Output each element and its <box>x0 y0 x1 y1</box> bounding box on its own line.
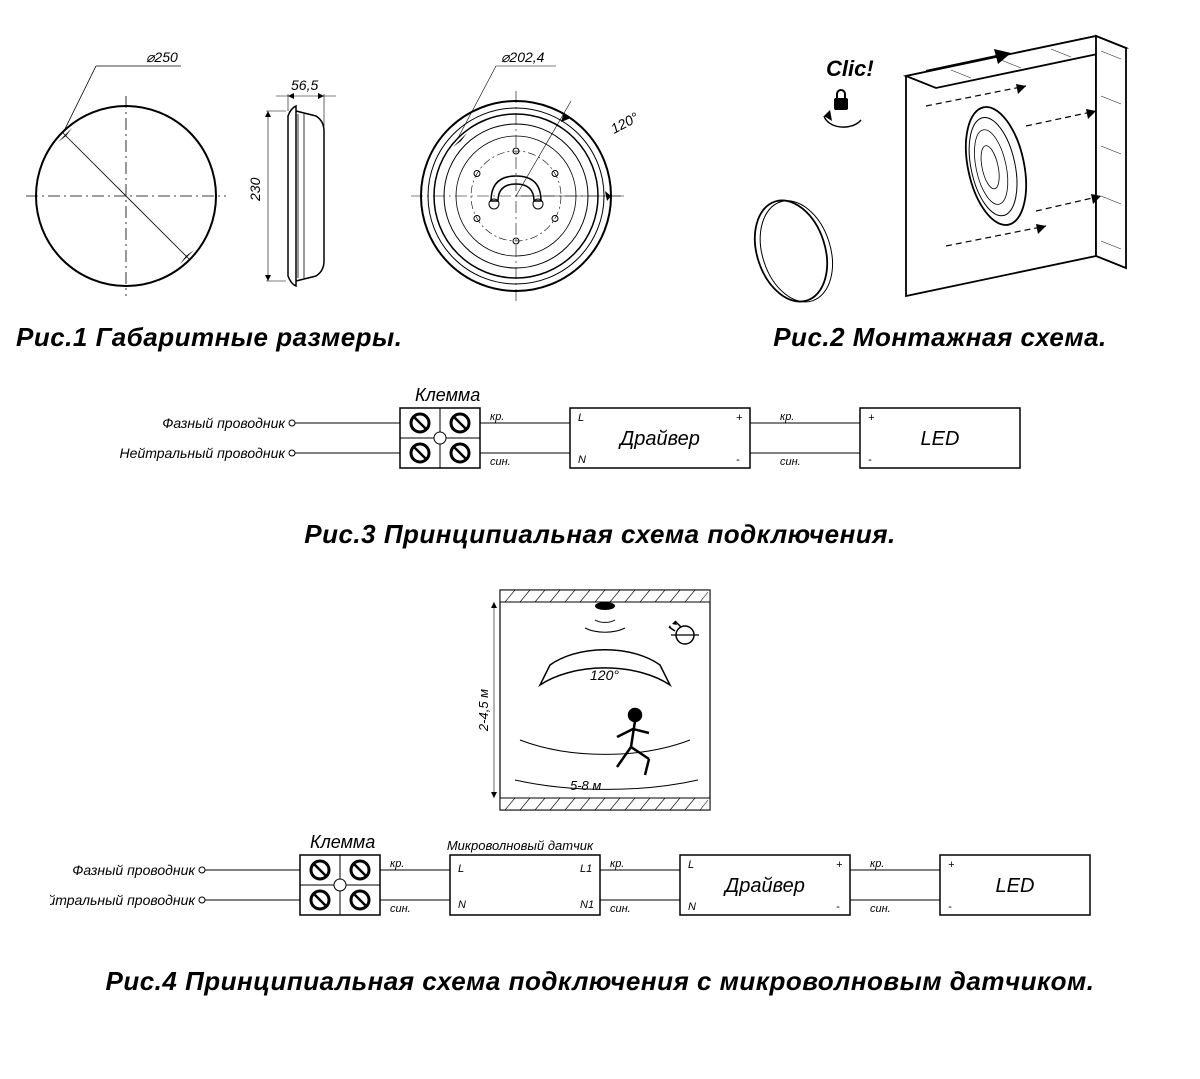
fig1-sidew-label: 56,5 <box>291 77 318 93</box>
fig4-dN: N <box>688 901 696 913</box>
fig4-terminal-title: Клемма <box>310 832 375 852</box>
fig1-block: ⌀250 56,5 230 <box>16 16 656 353</box>
fig4-dL: L <box>688 859 694 871</box>
fig4-wb3: син. <box>870 903 891 915</box>
fig1-svg: ⌀250 56,5 230 <box>16 16 656 316</box>
fig4-sN: N <box>458 899 466 911</box>
fig4-wr3: кр. <box>870 858 884 870</box>
fig4-block: 120° 2-4,5 м 5-8 м <box>16 580 1184 997</box>
fig1-sideh-label: 230 <box>247 177 263 202</box>
fig4-height: 2-4,5 м <box>476 689 491 732</box>
fig4-caption: Рис.4 Принципиальная схема подключения с… <box>105 966 1094 997</box>
fig4-wb1: син. <box>390 903 411 915</box>
fig4-sL: L <box>458 863 464 875</box>
fig3-driver-N: N <box>578 454 586 466</box>
fig4-phase: Фазный проводник <box>72 862 196 878</box>
fig3-wire-blue1: син. <box>490 456 511 468</box>
fig3-driver: Драйвер <box>618 428 700 450</box>
fig3-terminal-title: Клемма <box>415 385 480 405</box>
fig2-clic-label: Clic! <box>826 56 874 81</box>
fig3-svg: Клемма Фазный проводник Нейтральный пров… <box>100 383 1100 513</box>
fig3-driver-minus: - <box>736 454 740 466</box>
fig4-ledM: - <box>948 901 952 913</box>
lock-icon <box>834 90 848 110</box>
fig4-sensor-svg: 120° 2-4,5 м 5-8 м <box>460 580 740 830</box>
fig4-sL1: L1 <box>580 863 592 875</box>
fig3-caption: Рис.3 Принципиальная схема подключения. <box>304 519 896 550</box>
fig2-svg: Clic! <box>696 16 1176 316</box>
fig3-wire-blue2: син. <box>780 456 801 468</box>
fig4-wiring-svg: Клемма Фазный проводник Нейтральный пров… <box>50 830 1150 960</box>
fig4-driver: Драйвер <box>723 875 805 897</box>
row-fig1-fig2: ⌀250 56,5 230 <box>16 16 1184 353</box>
fig1-angle-label: 120° <box>608 109 641 137</box>
fig3-phase: Фазный проводник <box>162 415 286 431</box>
fig4-ledP: + <box>948 859 955 871</box>
fig1-diameter-label: ⌀250 <box>146 49 178 65</box>
fig1-innerd-label: ⌀202,4 <box>501 49 545 65</box>
fig4-neutral: Нейтральный проводник <box>50 892 196 908</box>
fig3-wire-red1: кр. <box>490 411 504 423</box>
fig4-wb2: син. <box>610 903 631 915</box>
fig4-sN1: N1 <box>580 899 594 911</box>
sun-icon <box>669 621 699 644</box>
fig3-led-minus: - <box>868 454 872 466</box>
fig4-range: 5-8 м <box>570 778 601 793</box>
fig4-dM: - <box>836 901 840 913</box>
fig3-driver-plus: + <box>736 412 743 424</box>
fig3-driver-L: L <box>578 412 584 424</box>
fig4-led: LED <box>996 875 1035 897</box>
fig4-wr2: кр. <box>610 858 624 870</box>
fig4-angle: 120° <box>590 667 619 683</box>
person-icon <box>617 709 649 775</box>
fig3-block: Клемма Фазный проводник Нейтральный пров… <box>16 383 1184 550</box>
fig3-wire-red2: кр. <box>780 411 794 423</box>
fig4-wr1: кр. <box>390 858 404 870</box>
fig3-neutral: Нейтральный проводник <box>120 445 287 461</box>
fig2-block: Clic! Рис.2 Монтажная схема. <box>696 16 1184 353</box>
fig4-sensor-title: Микроволновый датчик <box>447 838 594 853</box>
fig4-dP: + <box>836 859 843 871</box>
fig2-caption: Рис.2 Монтажная схема. <box>696 322 1184 353</box>
fig3-led-plus: + <box>868 412 875 424</box>
fig3-led: LED <box>921 428 960 450</box>
fig1-caption: Рис.1 Габаритные размеры. <box>16 322 656 353</box>
